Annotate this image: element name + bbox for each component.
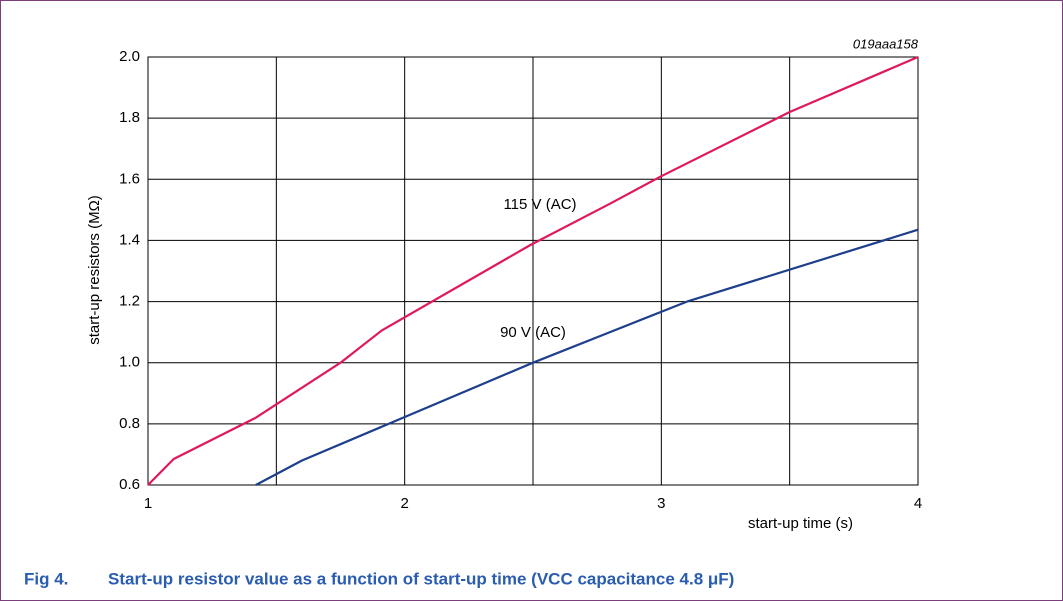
x-tick-label: 2	[400, 495, 408, 512]
x-tick-label: 3	[657, 495, 665, 512]
y-tick-label: 1.8	[119, 109, 140, 126]
series-line	[255, 228, 919, 486]
caption: Start-up resistor value as a function of…	[108, 569, 734, 588]
y-tick-label: 2.0	[119, 48, 140, 65]
series-label: 90 V (AC)	[500, 324, 566, 341]
y-axis-label: start-up resistors (MΩ)	[86, 195, 103, 345]
y-tick-label: 1.2	[119, 293, 140, 310]
figure-code: 019aaa158	[853, 36, 919, 51]
y-tick-label: 1.6	[119, 170, 140, 187]
y-tick-label: 0.6	[119, 476, 140, 493]
series-line	[147, 55, 919, 486]
x-tick-label: 1	[144, 495, 152, 512]
y-tick-label: 1.0	[119, 354, 140, 371]
y-tick-label: 1.4	[119, 231, 140, 248]
series-label: 115 V (AC)	[503, 196, 576, 213]
y-tick-label: 0.8	[119, 415, 140, 432]
x-axis-label: start-up time (s)	[748, 515, 853, 532]
figure-label: Fig 4.	[24, 569, 68, 588]
x-tick-label: 4	[914, 495, 922, 512]
